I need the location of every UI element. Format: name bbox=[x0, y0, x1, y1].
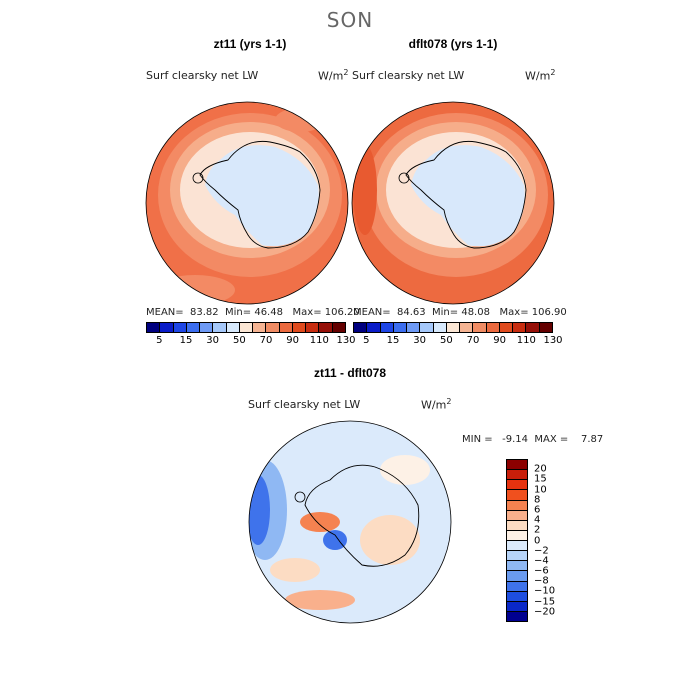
season-title: SON bbox=[326, 8, 374, 32]
panel-2-colorbar-tick-label: 130 bbox=[543, 335, 563, 346]
diff-colorbar-swatch bbox=[507, 510, 527, 521]
panel-2-colorbar-swatch bbox=[407, 323, 421, 332]
panel-2-colorbar-swatch bbox=[486, 323, 500, 332]
panel-1-colorbar-tick-label: 50 bbox=[232, 335, 246, 346]
panel-1-colorbar-swatch bbox=[200, 323, 214, 332]
diff-colorbar-swatch bbox=[507, 520, 527, 531]
panel-2-colorbar-swatch bbox=[380, 323, 394, 332]
panel-1-colorbar-swatch bbox=[173, 323, 187, 332]
diff-colorbar-swatch bbox=[507, 541, 527, 552]
panel-1-colorbar-swatch bbox=[186, 323, 201, 332]
diff-colorbar-swatch bbox=[507, 490, 527, 501]
panel-2-colorbar-ticks: 5 15 30 50 70 90 110 130 bbox=[353, 335, 562, 349]
diff-panel-title: zt11 - dflt078 bbox=[313, 366, 387, 380]
panel-2-colorbar-swatch bbox=[446, 323, 461, 332]
diff-colorbar-swatch bbox=[507, 530, 527, 541]
panel-1-title: zt11 (yrs 1-1) bbox=[213, 37, 287, 51]
panel-2-colorbar-swatch bbox=[473, 323, 487, 332]
panel-1-variable: Surf clearsky net LW bbox=[146, 69, 259, 82]
panel-1-colorbar-tick-label: 15 bbox=[179, 335, 193, 346]
panel-1-colorbar-tick-label: 110 bbox=[309, 335, 329, 346]
diff-colorbar-swatch bbox=[507, 581, 527, 592]
panel-2-colorbar-swatch bbox=[539, 323, 552, 332]
panel-1-colorbar-swatch bbox=[147, 323, 161, 332]
panel-1-colorbar-tick-label: 90 bbox=[286, 335, 300, 346]
diff-colorbar-tick-label: 0 bbox=[534, 535, 541, 546]
panel-1-colorbar-swatch bbox=[213, 323, 227, 332]
panel-2-colorbar-tick-label: 15 bbox=[386, 335, 400, 346]
panel-2-colorbar-swatch bbox=[499, 323, 514, 332]
panel-1-colorbar bbox=[146, 322, 346, 333]
diff-colorbar-swatch bbox=[507, 460, 527, 471]
panel-2-colorbar-tick-label: 30 bbox=[413, 335, 427, 346]
diff-colorbar-swatch bbox=[507, 480, 527, 491]
panel-2-colorbar-tick-label: 5 bbox=[363, 335, 370, 346]
panel-1-colorbar-swatch bbox=[253, 323, 267, 332]
panel-1-colorbar-ticks: 5 15 30 50 70 90 110 130 bbox=[146, 335, 355, 349]
diff-colorbar-tick-label: 10 bbox=[534, 484, 547, 496]
panel-1-colorbar-swatch bbox=[306, 323, 320, 332]
diff-colorbar-swatch bbox=[507, 571, 527, 582]
panel-2-colorbar-swatch bbox=[460, 323, 474, 332]
panel-2-units: W/m2 bbox=[525, 68, 556, 83]
panel-2-variable: Surf clearsky net LW bbox=[352, 69, 465, 82]
diff-colorbar-tick-label: −15 bbox=[534, 596, 556, 608]
diff-colorbar-swatch bbox=[507, 500, 527, 511]
diff-panel-units: W/m2 bbox=[421, 397, 452, 412]
diff-colorbar-swatch bbox=[507, 611, 527, 621]
panel-2-colorbar-swatch bbox=[433, 323, 447, 332]
panel-1-colorbar-tick-label: 130 bbox=[336, 335, 356, 346]
panel-1-colorbar-swatch bbox=[319, 323, 333, 332]
panel-1-colorbar-swatch bbox=[266, 323, 280, 332]
panel-1-colorbar-swatch bbox=[292, 323, 307, 332]
panel-2-colorbar-tick-label: 50 bbox=[439, 335, 453, 346]
panel-1-colorbar-swatch bbox=[332, 323, 345, 332]
panel-2-colorbar-swatch bbox=[513, 323, 527, 332]
diff-colorbar-tick-label: −10 bbox=[534, 585, 556, 597]
diff-colorbar-swatch bbox=[507, 601, 527, 612]
panel-2-colorbar-swatch bbox=[526, 323, 540, 332]
panel-2-colorbar-swatch bbox=[367, 323, 381, 332]
panel-2-colorbar-swatch bbox=[420, 323, 434, 332]
panel-1-colorbar-swatch bbox=[226, 323, 240, 332]
panel-2-colorbar-swatch bbox=[354, 323, 368, 332]
panel-1-colorbar-tick-label: 70 bbox=[259, 335, 273, 346]
diff-colorbar-tick-label: 15 bbox=[534, 473, 547, 485]
panel-1-units: W/m2 bbox=[318, 68, 349, 83]
diff-colorbar-tick-label: 8 bbox=[534, 494, 541, 506]
diff-colorbar-swatch bbox=[507, 561, 527, 572]
diff-colorbar-tick-label: 4 bbox=[534, 514, 541, 526]
diff-colorbar-tick-label: −6 bbox=[534, 565, 549, 577]
panel-1-colorbar-swatch bbox=[160, 323, 174, 332]
diff-colorbar-tick-label: −4 bbox=[534, 555, 549, 567]
diff-colorbar-tick-label: 20 bbox=[534, 463, 547, 475]
panel-1-colorbar-tick-label: 30 bbox=[206, 335, 220, 346]
panel-1-stats: MEAN= 83.82 Min= 46.48 Max= 106.20 bbox=[146, 307, 360, 318]
diff-colorbar bbox=[506, 459, 528, 622]
panel-1-colorbar-tick-label: 5 bbox=[156, 335, 163, 346]
panel-1-colorbar-swatch bbox=[239, 323, 254, 332]
diff-panel-variable: Surf clearsky net LW bbox=[248, 398, 361, 411]
panel-2-title: dflt078 (yrs 1-1) bbox=[408, 37, 498, 51]
panel-2-colorbar-tick-label: 110 bbox=[516, 335, 536, 346]
diff-colorbar-tick-label: −20 bbox=[534, 606, 556, 618]
diff-panel-stats: MIN = -9.14 MAX = 7.87 bbox=[462, 434, 604, 445]
diff-colorbar-tick-label: −2 bbox=[534, 545, 549, 557]
diff-colorbar-tick-label: 2 bbox=[534, 524, 541, 536]
panel-1-colorbar-swatch bbox=[279, 323, 293, 332]
panel-2-colorbar-tick-label: 90 bbox=[493, 335, 507, 346]
panel-2-colorbar bbox=[353, 322, 553, 333]
diff-colorbar-tick-label: −8 bbox=[534, 575, 549, 587]
diff-colorbar-swatch bbox=[507, 591, 527, 602]
diff-colorbar-tick-label: 6 bbox=[534, 504, 541, 516]
diff-colorbar-ticks: 20 15 10 8 6 4 2 0 −2 −4 −6 −8 −10 −15 −20 bbox=[534, 459, 574, 622]
diff-colorbar-swatch bbox=[507, 551, 527, 562]
panel-2-colorbar-tick-label: 70 bbox=[466, 335, 480, 346]
diff-colorbar-swatch bbox=[507, 470, 527, 481]
panel-2-stats: MEAN= 84.63 Min= 48.08 Max= 106.90 bbox=[353, 307, 567, 318]
panel-2-colorbar-swatch bbox=[393, 323, 408, 332]
